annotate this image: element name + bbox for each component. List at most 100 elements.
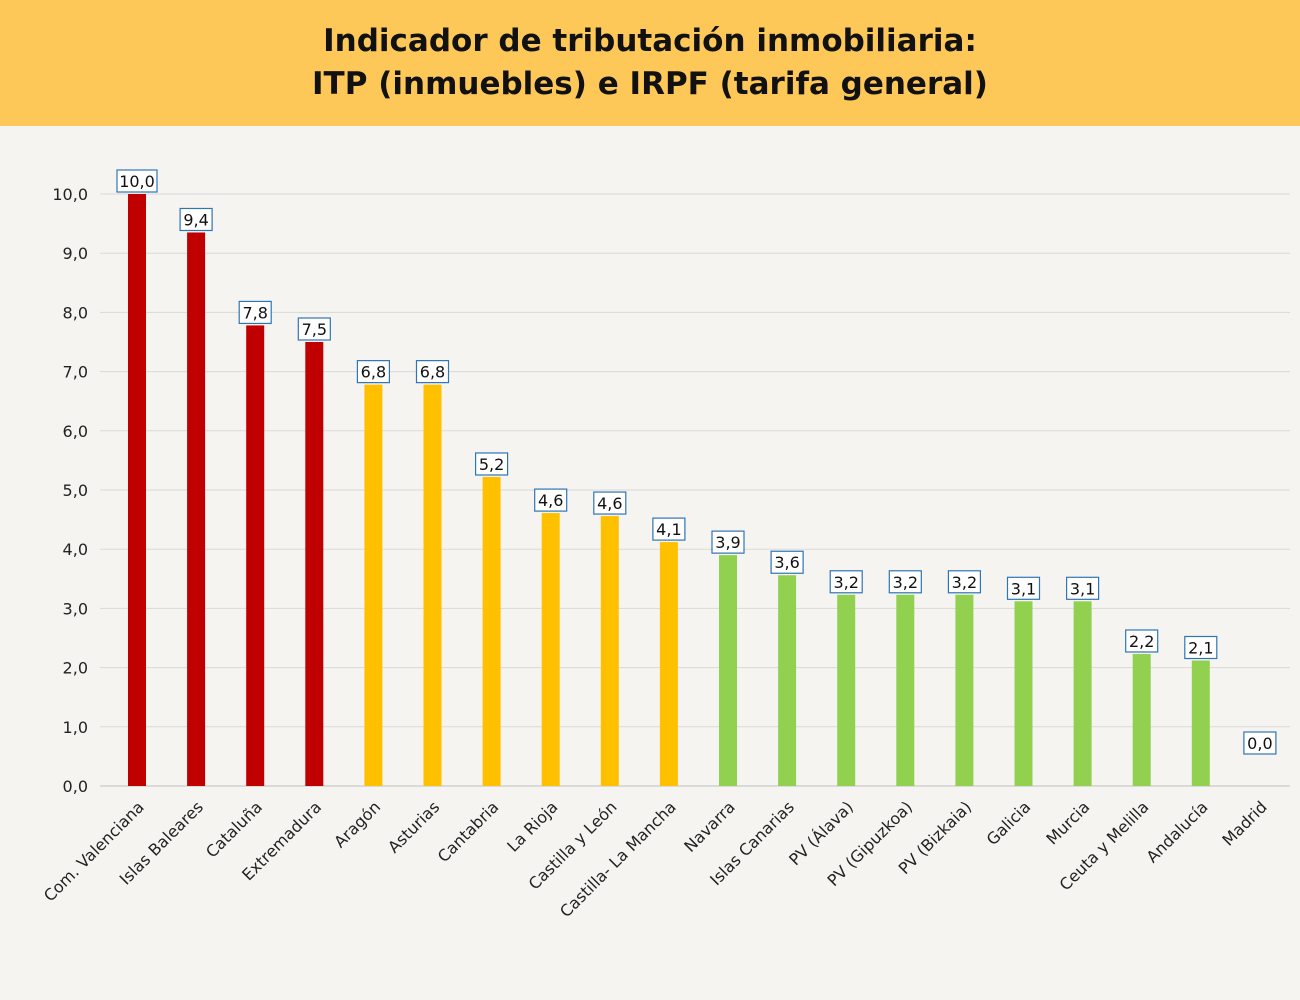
data-label-text: 0,0 <box>1247 734 1272 753</box>
data-label-box <box>1243 731 1277 755</box>
bar <box>659 542 678 786</box>
y-tick-label: 1,0 <box>63 718 88 737</box>
data-label-text: 3,1 <box>1070 579 1095 598</box>
data-label-box <box>888 570 922 594</box>
data-label-box <box>534 488 568 512</box>
data-label-text: 10,0 <box>119 172 155 191</box>
data-label-box <box>1006 576 1041 600</box>
bars <box>128 194 1210 787</box>
data-label-box <box>770 550 804 574</box>
data-label: 3,2 <box>947 570 982 594</box>
data-label-text: 3,2 <box>952 573 977 592</box>
data-label: 4,1 <box>652 517 686 541</box>
x-tick-label: Com. Valenciana <box>40 797 148 905</box>
data-label-text: 2,1 <box>1188 638 1213 657</box>
grid-lines <box>100 193 1290 787</box>
chart-title-line-2: ITP (inmuebles) e IRPF (tarifa general) <box>312 66 988 102</box>
data-label: 2,2 <box>1125 629 1159 653</box>
data-labels: 10,0 9,4 7,8 7,5 6,8 6,8 5,2 4,6 4,6 4,1 3,9 3,6 3,2… <box>116 169 1277 755</box>
data-label-box <box>415 360 450 384</box>
bar <box>1073 601 1092 786</box>
data-label: 7,5 <box>297 317 331 341</box>
data-label-box <box>1184 635 1218 660</box>
y-tick-label: 9,0 <box>63 244 88 263</box>
bar <box>600 516 619 786</box>
x-tick-label: Murcia <box>1042 797 1093 848</box>
data-label: 3,2 <box>888 570 922 594</box>
y-tick-label: 3,0 <box>63 599 88 618</box>
data-label: 5,2 <box>475 452 509 476</box>
bar-chart: 0,0 1,0 2,0 3,0 4,0 5,0 6,0 7,0 8,0 9,0 10,0 10,0 9… <box>40 169 1290 921</box>
data-label: 10,0 <box>116 169 158 193</box>
bar <box>246 325 265 786</box>
y-tick-label: 2,0 <box>63 659 88 678</box>
bar <box>896 594 915 786</box>
bar <box>364 384 383 786</box>
bar <box>1132 653 1151 786</box>
y-tick-label: 10,0 <box>52 185 88 204</box>
data-label-box <box>297 317 331 341</box>
bar <box>1014 601 1033 786</box>
y-tick-label: 5,0 <box>63 481 88 500</box>
data-label-box <box>947 570 982 594</box>
data-label-text: 4,6 <box>538 491 563 510</box>
y-tick-label: 4,0 <box>63 540 88 559</box>
data-label-text: 3,9 <box>715 533 740 552</box>
x-tick-label: Cantabria <box>434 797 503 866</box>
bar <box>482 476 501 786</box>
chart-title-line-1: Indicador de tributación inmobiliaria: <box>323 23 977 59</box>
x-tick-label: Asturias <box>384 797 443 856</box>
data-label-box <box>652 517 686 541</box>
data-label-text: 6,8 <box>420 363 445 382</box>
x-tick-label: Madrid <box>1218 797 1270 849</box>
data-label-text: 2,2 <box>1129 632 1154 651</box>
y-tick-label: 6,0 <box>63 422 88 441</box>
y-tick-label: 0,0 <box>63 777 88 796</box>
data-label: 9,4 <box>179 207 213 232</box>
x-tick-label: Galicia <box>983 797 1035 849</box>
x-tick-label: La Rioja <box>503 797 561 855</box>
data-label-text: 7,5 <box>302 320 327 339</box>
title-banner: Indicador de tributación inmobiliaria: I… <box>0 0 1300 126</box>
bar <box>955 594 974 786</box>
data-label: 6,8 <box>415 360 450 384</box>
bar <box>187 232 206 787</box>
bar <box>778 575 797 786</box>
data-label: 4,6 <box>534 488 568 512</box>
data-label-box <box>238 300 272 325</box>
data-label: 0,0 <box>1243 731 1277 755</box>
bar <box>305 342 324 786</box>
bar <box>1191 660 1210 786</box>
bar <box>128 194 146 786</box>
data-label-box <box>1125 629 1159 653</box>
data-label: 3,9 <box>711 530 745 554</box>
bar <box>423 384 442 786</box>
x-tick-label: Aragón <box>330 797 384 851</box>
data-label: 3,1 <box>1006 576 1041 600</box>
data-label: 4,6 <box>593 491 627 515</box>
data-label-text: 4,1 <box>656 520 681 539</box>
data-label-box <box>593 491 627 515</box>
bar <box>719 555 737 786</box>
data-label-text: 3,1 <box>1011 579 1036 598</box>
x-tick-label: Navarra <box>680 797 739 856</box>
bar <box>837 594 856 786</box>
data-label-box <box>1065 576 1100 600</box>
data-label-text: 7,8 <box>242 303 267 322</box>
data-label: 7,8 <box>238 300 272 325</box>
data-label: 3,6 <box>770 550 804 574</box>
data-label-text: 5,2 <box>479 455 504 474</box>
x-tick-label: Andalucía <box>1143 797 1212 866</box>
data-label-box <box>829 570 863 594</box>
data-label-box <box>356 360 390 384</box>
data-label-box <box>179 207 213 232</box>
y-tick-label: 8,0 <box>63 303 88 322</box>
x-tick-label: Castilla- La Mancha <box>556 797 680 921</box>
data-label-text: 6,8 <box>361 363 386 382</box>
data-label-box <box>116 169 158 193</box>
data-label-text: 3,2 <box>833 573 858 592</box>
data-label-text: 3,2 <box>893 573 918 592</box>
data-label: 3,2 <box>829 570 863 594</box>
data-label-text: 9,4 <box>183 210 208 229</box>
